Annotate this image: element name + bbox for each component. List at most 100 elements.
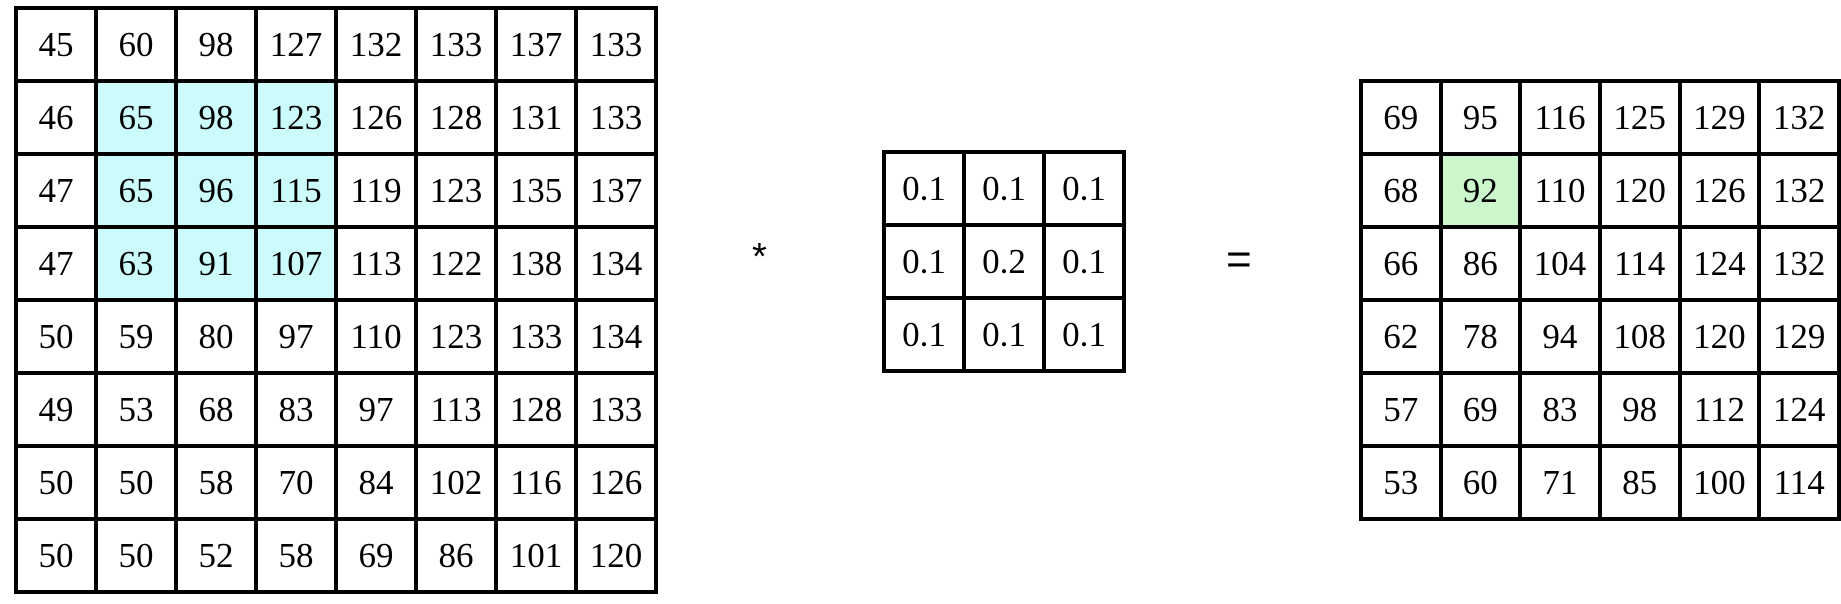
output-matrix-cell: 60	[1438, 444, 1523, 521]
input-matrix-cell: 110	[334, 298, 418, 375]
input-matrix-cell-highlighted: 63	[94, 225, 178, 302]
input-matrix-cell: 132	[334, 6, 418, 83]
output-matrix-cell: 110	[1518, 152, 1602, 229]
input-matrix-cell: 127	[254, 6, 338, 83]
input-matrix-cell: 123	[414, 152, 498, 229]
kernel-matrix-cell: 0.1	[1042, 150, 1126, 227]
output-matrix-cell: 69	[1359, 79, 1443, 156]
input-matrix-cell: 97	[334, 371, 418, 448]
output-matrix-cell: 83	[1518, 371, 1602, 448]
input-matrix-cell: 70	[254, 444, 338, 521]
output-matrix-row: 53 60 71 85 100 114	[1359, 444, 1841, 521]
input-matrix-cell: 59	[94, 298, 178, 375]
input-matrix-cell: 97	[254, 298, 338, 375]
output-matrix-cell: 124	[1757, 371, 1841, 448]
input-matrix-cell: 113	[334, 225, 418, 302]
input-matrix-row: 46 65 98 123 126 128 131 133	[14, 79, 658, 156]
input-matrix-row: 50 50 52 58 69 86 101 120	[14, 517, 658, 594]
output-matrix-cell: 132	[1757, 225, 1841, 302]
input-matrix-cell: 133	[574, 371, 658, 448]
output-matrix-cell: 94	[1518, 298, 1602, 375]
input-matrix-cell: 131	[494, 79, 578, 156]
input-matrix-cell: 58	[254, 517, 338, 594]
input-matrix-cell: 47	[14, 152, 98, 229]
input-matrix-cell: 69	[334, 517, 418, 594]
output-matrix-row: 69 95 116 125 129 132	[1359, 79, 1841, 156]
input-matrix-cell: 135	[494, 152, 578, 229]
input-matrix-cell: 123	[414, 298, 498, 375]
input-matrix-cell: 45	[14, 6, 98, 83]
output-matrix-cell: 100	[1677, 444, 1762, 521]
input-matrix-row: 47 63 91 107 113 122 138 134	[14, 225, 658, 302]
equals-sign: =	[1226, 235, 1252, 284]
input-matrix-cell: 86	[414, 517, 498, 594]
output-matrix-cell: 69	[1438, 371, 1523, 448]
kernel-matrix-cell: 0.1	[882, 150, 966, 227]
kernel-matrix-cell: 0.2	[962, 223, 1046, 300]
output-matrix-row: 62 78 94 108 120 129	[1359, 298, 1841, 375]
output-matrix-cell: 85	[1597, 444, 1682, 521]
input-matrix-cell: 128	[414, 79, 498, 156]
kernel-matrix-row: 0.1 0.1 0.1	[882, 296, 1126, 373]
input-matrix-cell: 113	[414, 371, 498, 448]
input-matrix-row: 45 60 98 127 132 133 137 133	[14, 6, 658, 83]
output-matrix-cell: 120	[1597, 152, 1682, 229]
input-matrix-cell-highlighted: 65	[94, 79, 178, 156]
kernel-matrix-cell: 0.1	[882, 296, 966, 373]
input-matrix-cell-highlighted: 65	[94, 152, 178, 229]
kernel-matrix-row: 0.1 0.1 0.1	[882, 150, 1126, 227]
output-matrix-cell: 125	[1597, 79, 1682, 156]
input-matrix-cell: 84	[334, 444, 418, 521]
output-matrix-cell: 114	[1757, 444, 1841, 521]
output-matrix-cell: 114	[1597, 225, 1682, 302]
output-matrix-cell: 124	[1677, 225, 1762, 302]
input-matrix-cell: 137	[574, 152, 658, 229]
input-matrix-cell: 50	[94, 517, 178, 594]
output-matrix-cell: 86	[1438, 225, 1523, 302]
input-matrix-cell: 119	[334, 152, 418, 229]
kernel-matrix-cell: 0.1	[962, 150, 1046, 227]
input-matrix-cell: 116	[494, 444, 578, 521]
input-matrix-cell: 134	[574, 298, 658, 375]
output-matrix-cell: 57	[1359, 371, 1443, 448]
input-matrix-cell: 52	[174, 517, 258, 594]
output-matrix-cell: 112	[1677, 371, 1762, 448]
output-matrix-cell: 132	[1757, 79, 1841, 156]
kernel-matrix-cell: 0.1	[882, 223, 966, 300]
kernel-matrix-cell: 0.1	[962, 296, 1046, 373]
kernel-matrix-cell: 0.1	[1042, 223, 1126, 300]
input-matrix-cell: 50	[14, 517, 98, 594]
output-matrix-cell: 120	[1677, 298, 1762, 375]
input-matrix-row: 47 65 96 115 119 123 135 137	[14, 152, 658, 229]
input-matrix-cell: 53	[94, 371, 178, 448]
input-matrix-cell: 137	[494, 6, 578, 83]
input-matrix-cell: 50	[14, 444, 98, 521]
input-matrix-cell-highlighted: 96	[174, 152, 258, 229]
output-matrix-cell: 104	[1518, 225, 1602, 302]
input-matrix-cell: 133	[574, 79, 658, 156]
kernel-matrix-row: 0.1 0.2 0.1	[882, 223, 1126, 300]
input-matrix-cell: 133	[574, 6, 658, 83]
input-matrix-cell: 126	[574, 444, 658, 521]
output-matrix-row: 66 86 104 114 124 132	[1359, 225, 1841, 302]
output-matrix-cell: 78	[1438, 298, 1523, 375]
output-matrix-cell: 71	[1518, 444, 1602, 521]
input-matrix-cell-highlighted: 107	[254, 225, 338, 302]
input-matrix-cell: 120	[574, 517, 658, 594]
output-matrix-cell: 62	[1359, 298, 1443, 375]
output-matrix-cell: 53	[1359, 444, 1443, 521]
input-matrix-cell: 138	[494, 225, 578, 302]
input-matrix-cell: 133	[414, 6, 498, 83]
input-matrix-cell: 58	[174, 444, 258, 521]
output-matrix-cell: 66	[1359, 225, 1443, 302]
output-matrix-cell-highlighted: 92	[1438, 152, 1523, 229]
output-matrix-cell: 95	[1438, 79, 1523, 156]
input-matrix-cell-highlighted: 115	[254, 152, 338, 229]
output-matrix-row: 68 92 110 120 126 132	[1359, 152, 1841, 229]
input-matrix-cell: 68	[174, 371, 258, 448]
input-matrix-cell: 47	[14, 225, 98, 302]
input-matrix-cell: 128	[494, 371, 578, 448]
input-matrix-cell: 101	[494, 517, 578, 594]
input-matrix-cell: 80	[174, 298, 258, 375]
input-matrix: 45 60 98 127 132 133 137 133 46 65 98 123 126 128 131 1…	[14, 6, 658, 594]
